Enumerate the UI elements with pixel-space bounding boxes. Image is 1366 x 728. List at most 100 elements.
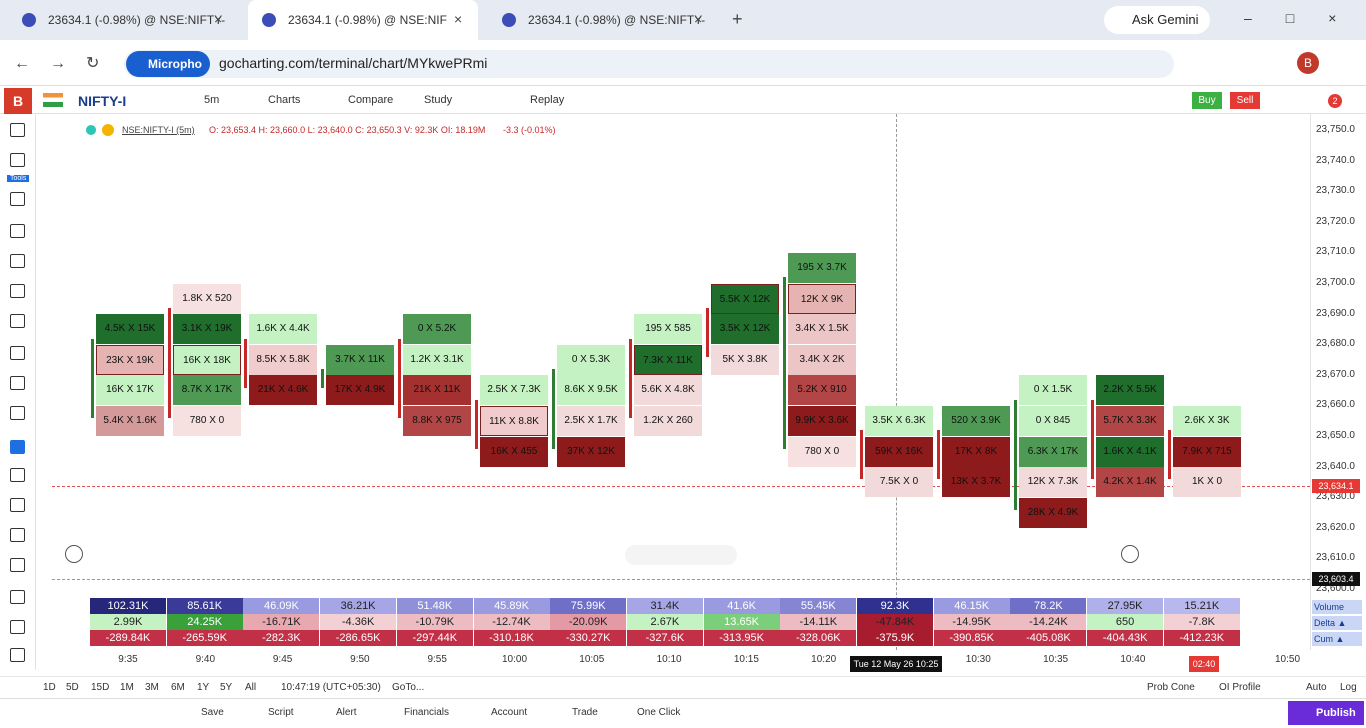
tab[interactable]: 23634.1 (-0.98%) @ NSE:NIFTY- (528, 13, 706, 27)
publish-button[interactable]: Publish (1288, 701, 1364, 725)
omnibox[interactable] (124, 50, 1174, 78)
footprint-cell: 23K X 19K (96, 344, 164, 375)
stat-cell: -313.95K (703, 630, 780, 646)
stat-cell: -20.09K (550, 614, 627, 630)
footprint-cell: 0 X 5.3K (557, 344, 625, 375)
goto[interactable]: GoTo... (392, 682, 425, 693)
tool-icon[interactable] (10, 254, 25, 268)
symbol[interactable]: NIFTY-I (78, 93, 127, 109)
candle-wick (1014, 399, 1017, 511)
legend-dot (102, 124, 114, 136)
profile[interactable]: B (1297, 52, 1319, 74)
footprint-cell: 2.6K X 3K (1173, 406, 1241, 436)
range-button[interactable]: 3M (145, 682, 159, 693)
tool-icon[interactable] (10, 498, 25, 512)
range-button[interactable]: 1Y (197, 682, 210, 693)
bottom-item[interactable]: Script (268, 707, 294, 718)
menu-item[interactable]: Charts (268, 94, 301, 106)
footprint-cell: 59K X 16K (865, 436, 933, 467)
stat-cell: -412.23K (1163, 630, 1240, 646)
footprint-cell: 1.6K X 4.1K (1096, 436, 1164, 467)
footprint-cell: 16K X 18K (173, 344, 241, 375)
footprint-cell: 5.4K X 1.6K (96, 406, 164, 436)
tool-icon[interactable] (10, 406, 25, 420)
stat-cell: 51.48K (396, 598, 473, 614)
tool-icon[interactable] (10, 346, 25, 360)
footprint-cell: 37K X 12K (557, 436, 625, 467)
time-label: 9:45 (272, 654, 293, 665)
tool-icon[interactable] (10, 314, 25, 328)
tool-icon[interactable] (10, 620, 25, 634)
scroll-right[interactable] (1121, 545, 1139, 563)
bottom-item[interactable]: Account (491, 707, 528, 718)
divider (0, 676, 1366, 677)
countdown: 02:40 (1189, 656, 1219, 672)
range-button[interactable]: 1D (43, 682, 56, 693)
last-price-line (52, 486, 1310, 487)
menu-item[interactable]: Replay (530, 94, 565, 106)
buy-button[interactable]: Buy (1192, 92, 1222, 109)
zoom-controls[interactable] (625, 545, 737, 565)
range-button[interactable]: All (245, 682, 257, 693)
bottom-item[interactable]: Financials (404, 707, 450, 718)
tool-icon[interactable] (10, 528, 25, 542)
footprint-cell: 195 X 3.7K (788, 253, 856, 283)
tool-icon[interactable] (10, 192, 25, 206)
chart-option[interactable]: OI Profile (1219, 682, 1261, 693)
price-label: 23,710.0 (1316, 246, 1355, 258)
interval[interactable]: 5m (204, 94, 220, 106)
bottom-item[interactable]: Alert (336, 707, 357, 718)
badge: 2 (1328, 94, 1342, 108)
stat-cell: 55.45K (780, 598, 857, 614)
tool-icon[interactable] (10, 648, 25, 662)
gemini-button[interactable]: Ask Gemini (1104, 6, 1210, 34)
bottom-item[interactable]: One Click (637, 707, 681, 718)
tool-icon[interactable] (10, 558, 25, 572)
window-controls: –□× (1244, 10, 1366, 26)
tab-close: × (694, 11, 703, 27)
menu-item[interactable]: Study (424, 94, 453, 106)
tool-icon[interactable] (10, 284, 25, 298)
tool-icon[interactable] (10, 440, 25, 454)
range-button[interactable]: 6M (171, 682, 185, 693)
menu-item[interactable]: Compare (348, 94, 394, 106)
bottom-item[interactable]: Save (201, 707, 224, 718)
url[interactable]: gocharting.com/terminal/chart/MYkwePRmi (219, 55, 488, 71)
mic-chip[interactable]: Micropho (126, 51, 210, 77)
new-tab[interactable]: + (732, 9, 743, 29)
tool-icon[interactable] (10, 376, 25, 390)
range-button[interactable]: 5D (66, 682, 79, 693)
chart-option[interactable]: Log (1340, 682, 1357, 693)
logo[interactable]: B (4, 88, 32, 114)
tab-icon (262, 13, 276, 27)
stat-cell: -310.18K (473, 630, 550, 646)
range-button[interactable]: 5Y (220, 682, 233, 693)
tool-icon[interactable] (10, 123, 25, 137)
price-label: 23,730.0 (1316, 185, 1355, 197)
candle-wick (398, 338, 401, 419)
axis-border (1310, 114, 1311, 650)
legend-symbol[interactable]: NSE:NIFTY-I (5m) (122, 125, 195, 135)
tab[interactable]: 23634.1 (-0.98%) @ NSE:NIFTY- (48, 13, 226, 27)
time-label: 9:35 (118, 654, 138, 665)
bottom-item[interactable]: Trade (572, 707, 598, 718)
price-label: 23,620.0 (1316, 521, 1355, 533)
stat-cell: -14.11K (780, 614, 857, 630)
footprint-cell: 17K X 4.9K (326, 375, 394, 406)
candle-wick (321, 369, 324, 388)
chart-option[interactable]: Prob Cone (1147, 682, 1195, 693)
tool-icon[interactable] (10, 468, 25, 482)
scroll-left[interactable] (65, 545, 83, 563)
sell-button[interactable]: Sell (1230, 92, 1260, 109)
tool-icon[interactable] (10, 590, 25, 604)
tab-close: × (214, 11, 223, 27)
tab[interactable]: 23634.1 (-0.98%) @ NSE:NIF (248, 0, 478, 40)
tool-icon[interactable] (10, 153, 25, 167)
tool-icon[interactable] (10, 224, 25, 238)
range-button[interactable]: 1M (120, 682, 134, 693)
footprint-cell: 5.2K X 910 (788, 375, 856, 406)
footprint-cell: 0 X 5.2K (403, 314, 471, 345)
range-button[interactable]: 15D (91, 682, 110, 693)
chart-option[interactable]: Auto (1306, 682, 1327, 693)
